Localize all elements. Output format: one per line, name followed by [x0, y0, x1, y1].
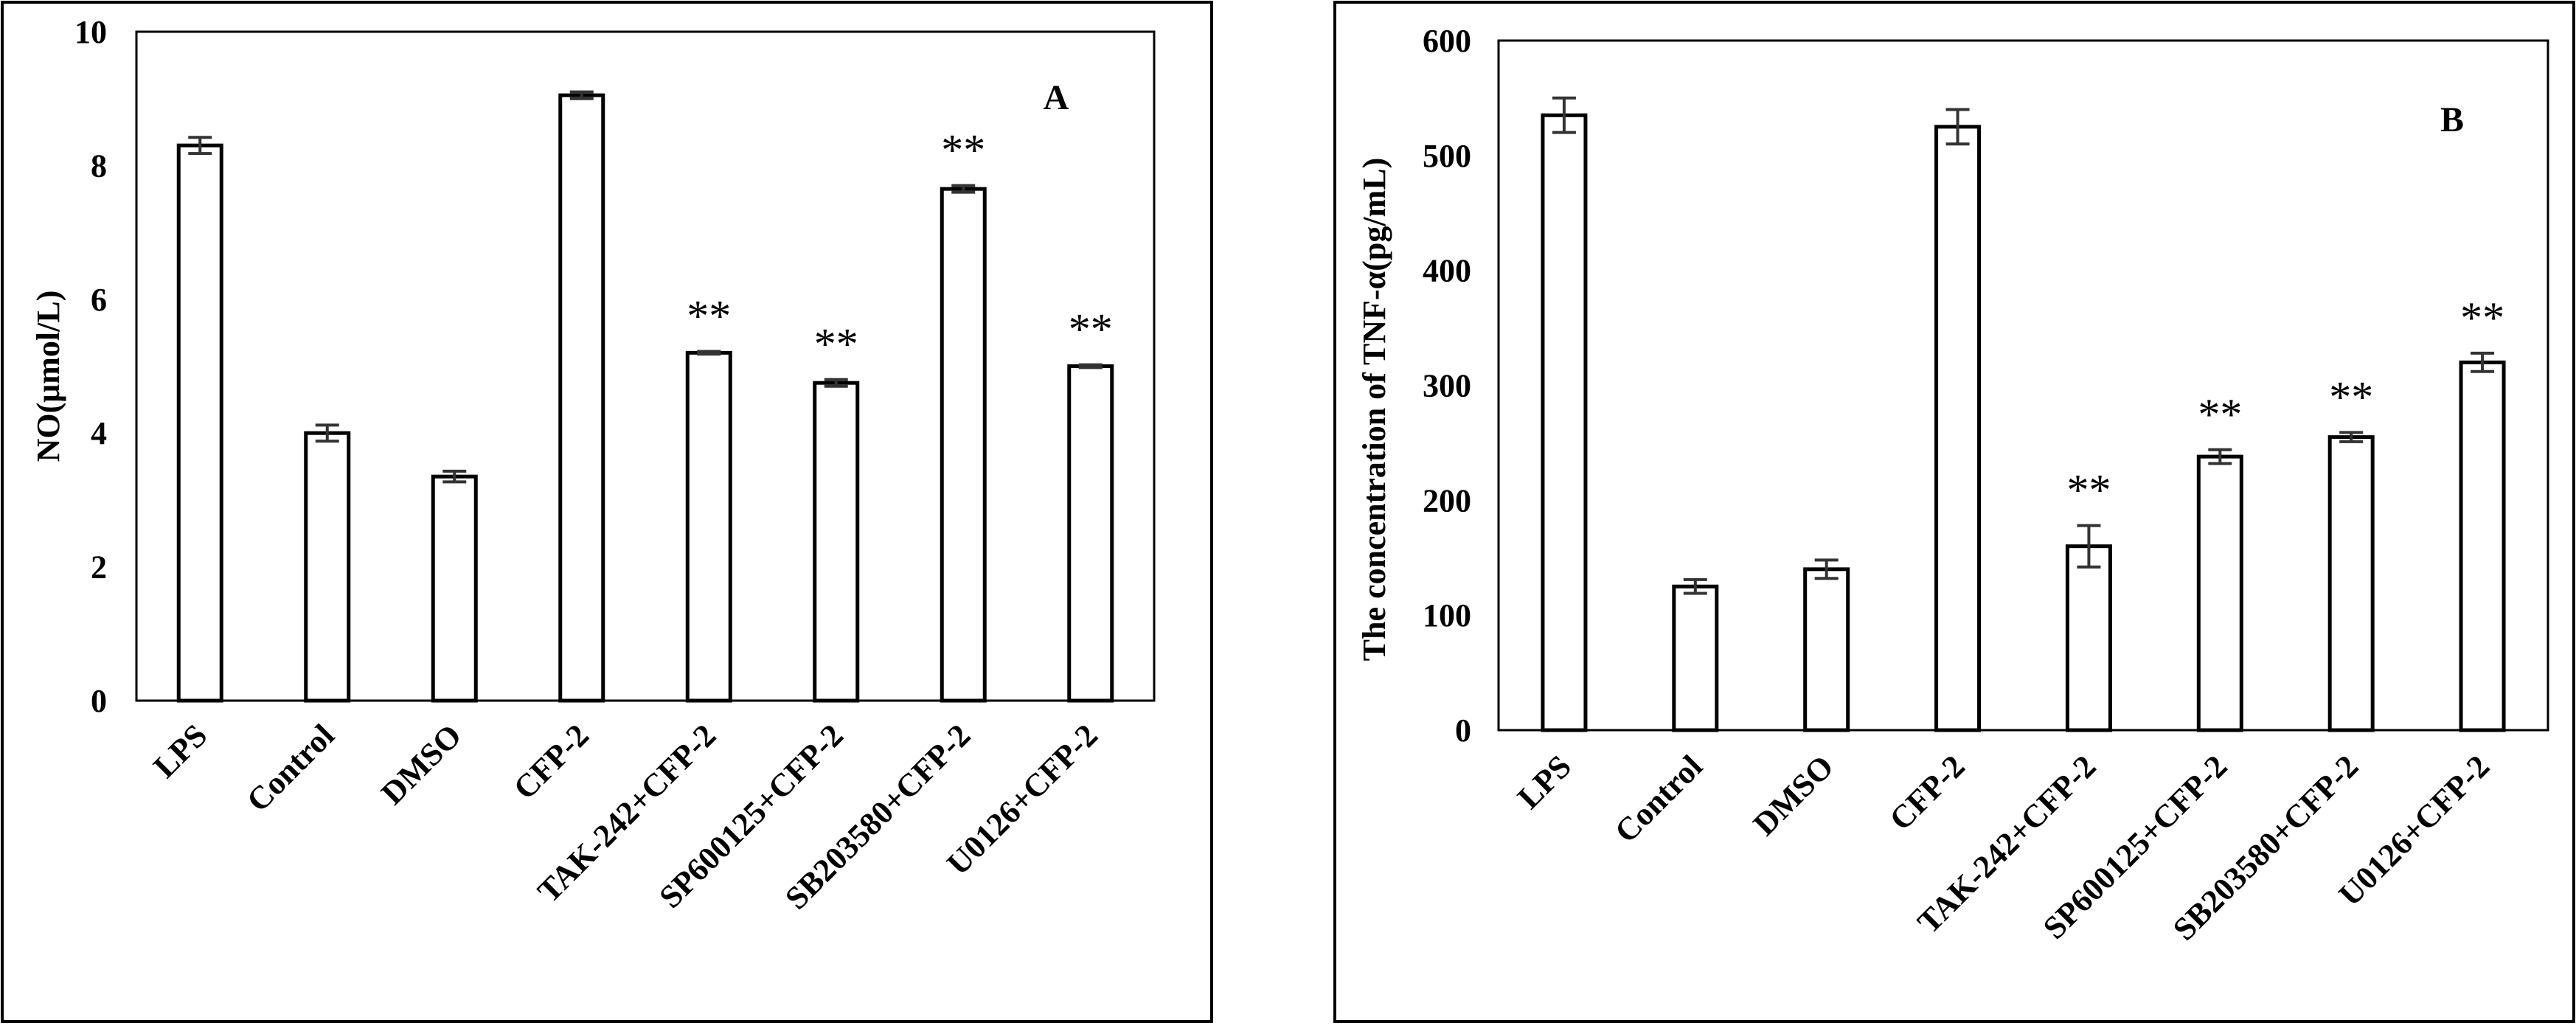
chart-b-bar [2065, 544, 2112, 732]
chart-b-y-tick-label: 100 [1423, 597, 1471, 634]
chart-b-significance-marker: ** [2460, 294, 2504, 342]
chart-a-significance-marker: ** [1069, 305, 1113, 354]
chart-a-plot-area [135, 30, 1156, 702]
chart-b-y-tick-label: 0 [1455, 712, 1471, 749]
chart-a-significance-marker: ** [687, 292, 731, 341]
chart-a-significance-marker: ** [814, 320, 858, 369]
chart-panel-a: NO(μmol/L) A 0 2 4 6 8 10 LPS Control DMSO CFP-2 *… [1, 1, 1213, 1023]
chart-a-bar [940, 187, 987, 703]
chart-b-border [1333, 1, 2575, 1023]
chart-b-y-tick-label: 300 [1423, 368, 1471, 404]
chart-a-y-tick-label: 4 [91, 415, 107, 451]
chart-b-bar [2327, 435, 2375, 732]
chart-a-y-tick-label: 8 [91, 148, 107, 184]
chart-b-category-label: Control [1608, 748, 1709, 850]
chart-a-bar [176, 143, 223, 703]
chart-a-bar [1067, 364, 1114, 703]
chart-b-y-tick-label: 600 [1423, 23, 1471, 59]
chart-b-bar [1934, 125, 1982, 732]
chart-a-bar [685, 350, 732, 703]
chart-b-y-axis-label: The concentration of TNF-α(pg/mL) [1356, 158, 1392, 661]
chart-b-bar [1672, 584, 1719, 732]
chart-a-bar [431, 474, 478, 703]
chart-b-significance-marker: ** [2198, 390, 2242, 439]
chart-a-bar [813, 381, 860, 703]
chart-a-panel-label: A [1044, 78, 1069, 117]
chart-a-category-label: LPS [147, 717, 215, 785]
chart-b-y-tick-label: 400 [1423, 253, 1471, 289]
chart-a-significance-marker: ** [941, 126, 985, 175]
chart-b-bar [2459, 360, 2506, 732]
chart-b-bar [1803, 567, 1850, 732]
chart-a-category-label: DMSO [374, 717, 468, 811]
chart-a-category-label: Control [240, 717, 341, 819]
chart-b-bar [1541, 113, 1588, 732]
chart-a-y-tick-label: 0 [91, 683, 107, 719]
chart-b-y-tick-label: 200 [1423, 482, 1471, 518]
chart-b-category-label: LPS [1510, 748, 1578, 816]
chart-b-panel-label: B [2440, 100, 2464, 139]
chart-a-bar [304, 431, 351, 703]
chart-b-category-label: CFP-2 [1883, 748, 1972, 837]
chart-a-bar [558, 93, 605, 703]
chart-b-significance-marker: ** [2066, 466, 2111, 515]
chart-b-y-tick-label: 500 [1423, 138, 1471, 174]
chart-b-category-label: DMSO [1746, 748, 1841, 842]
chart-b-plot-area [1497, 39, 2549, 732]
chart-b-significance-marker: ** [2329, 372, 2373, 421]
chart-a-y-tick-label: 2 [91, 549, 107, 586]
chart-a-category-label: CFP-2 [507, 717, 596, 806]
chart-a-y-tick-label: 10 [74, 14, 107, 50]
chart-a-border [1, 1, 1213, 1023]
chart-a-y-tick-label: 6 [91, 282, 107, 318]
chart-a-y-axis-label: NO(μmol/L) [30, 291, 66, 462]
chart-b-bar [2196, 454, 2243, 732]
chart-panel-b: The concentration of TNF-α(pg/mL) B 0 100… [1333, 1, 2575, 1023]
